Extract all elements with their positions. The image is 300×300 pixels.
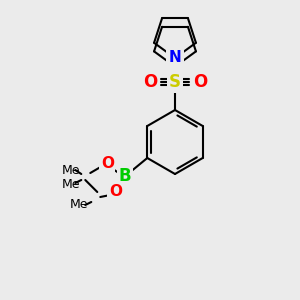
Text: S: S [169,73,181,91]
Text: Me: Me [62,178,80,190]
Text: N: N [169,50,182,65]
Text: Me: Me [62,164,80,176]
Text: Me: Me [70,199,88,212]
Text: B: B [119,167,132,185]
Text: N: N [168,51,182,69]
Text: O: O [143,73,157,91]
Text: O: O [193,73,207,91]
Text: O: O [109,184,122,200]
Text: O: O [101,157,114,172]
